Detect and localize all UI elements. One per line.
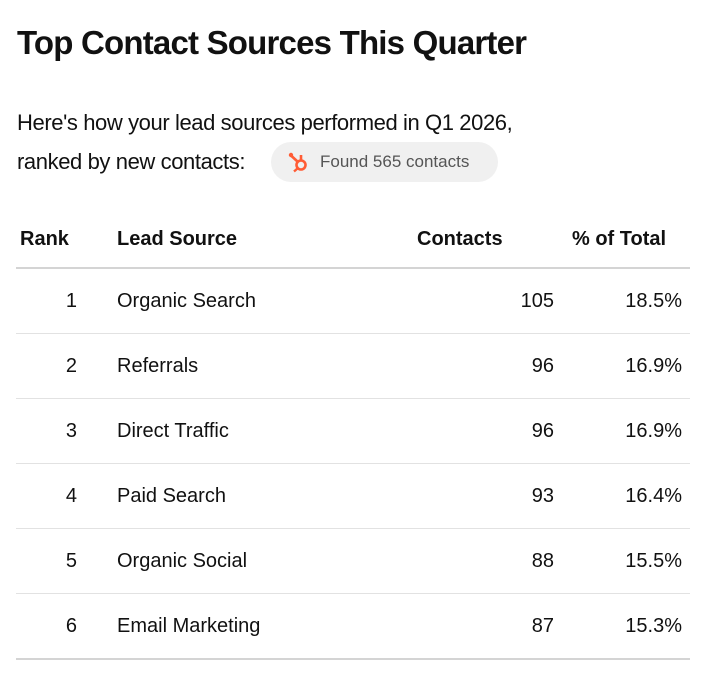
table-header: Rank Lead Source Contacts % of Total (16, 212, 690, 269)
lead-source-cell: Organic Search (117, 268, 417, 334)
contacts-cell: 87 (417, 593, 572, 660)
page-title: Top Contact Sources This Quarter (17, 24, 527, 61)
percent-cell: 16.9% (572, 333, 690, 399)
rank-cell: 6 (16, 593, 117, 660)
rank-cell: 1 (16, 268, 117, 334)
rank-cell: 4 (16, 463, 117, 529)
lead-source-cell: Direct Traffic (117, 398, 417, 464)
table-row: 3 Direct Traffic 96 16.9% (16, 398, 690, 464)
header-rank: Rank (16, 212, 117, 269)
contacts-cell: 96 (417, 333, 572, 399)
contacts-cell: 93 (417, 463, 572, 529)
table-row: 6 Email Marketing 87 15.3% (16, 593, 690, 660)
contacts-cell: 105 (417, 268, 572, 334)
table-row: 5 Organic Social 88 15.5% (16, 528, 690, 594)
contacts-cell: 96 (417, 398, 572, 464)
rank-cell: 3 (16, 398, 117, 464)
subtitle-line-2: ranked by new contacts: (17, 149, 246, 174)
badge-text: Found 565 contacts (320, 152, 470, 171)
header-contacts: Contacts (417, 212, 572, 269)
percent-cell: 16.4% (572, 463, 690, 529)
lead-sources-table: Rank Lead Source Contacts % of Total 1 Or… (16, 212, 690, 660)
header-lead-source: Lead Source (117, 212, 417, 269)
percent-cell: 18.5% (572, 268, 690, 334)
percent-cell: 16.9% (572, 398, 690, 464)
percent-cell: 15.3% (572, 593, 690, 660)
table-row: 4 Paid Search 93 16.4% (16, 463, 690, 529)
table-row: 2 Referrals 96 16.9% (16, 333, 690, 399)
percent-cell: 15.5% (572, 528, 690, 594)
contacts-found-badge[interactable]: Found 565 contacts (271, 142, 498, 182)
subtitle-line-1: Here's how your lead sources performed i… (17, 110, 513, 135)
contacts-cell: 88 (417, 528, 572, 594)
hubspot-icon (288, 152, 307, 173)
lead-source-cell: Referrals (117, 333, 417, 399)
rank-cell: 2 (16, 333, 117, 399)
header-percent: % of Total (572, 212, 690, 269)
lead-source-cell: Organic Social (117, 528, 417, 594)
rank-cell: 5 (16, 528, 117, 594)
table-row: 1 Organic Search 105 18.5% (16, 268, 690, 334)
lead-source-cell: Email Marketing (117, 593, 417, 660)
lead-source-cell: Paid Search (117, 463, 417, 529)
